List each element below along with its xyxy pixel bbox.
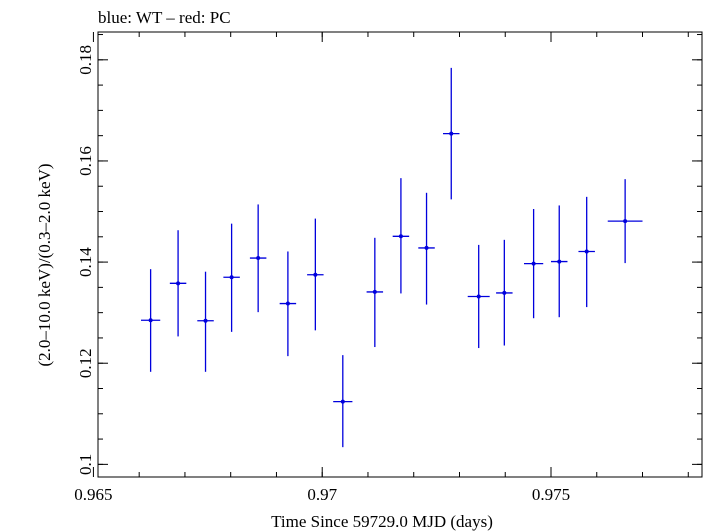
point-marker <box>285 301 290 306</box>
point-marker <box>256 256 261 261</box>
data-point <box>551 205 568 318</box>
data-point <box>496 239 513 346</box>
x-tick-label: 0.97 <box>307 485 337 504</box>
point-marker <box>424 245 429 250</box>
y-tick-label: 0.18 <box>76 45 95 75</box>
data-point <box>392 178 410 294</box>
point-marker <box>476 294 481 299</box>
data-point <box>333 355 353 448</box>
y-axis-label: (2.0–10.0 keV)/(0.3–2.0 keV) <box>35 163 54 366</box>
x-axis: 0.965 0.97 0.975 <box>74 32 689 504</box>
plot-frame <box>97 31 703 478</box>
point-marker <box>340 399 345 404</box>
y-axis: 0.1 0.12 0.14 0.16 0.18 <box>76 34 702 475</box>
data-point <box>279 251 297 357</box>
data-point <box>524 208 544 319</box>
point-marker <box>557 259 562 264</box>
y-tick-label: 0.16 <box>76 146 95 176</box>
point-marker <box>623 219 628 224</box>
data-point <box>223 223 240 332</box>
point-marker <box>176 281 181 286</box>
point-marker <box>313 272 318 277</box>
y-tick-label: 0.1 <box>76 454 95 475</box>
point-marker <box>502 290 507 295</box>
data-point <box>443 67 460 200</box>
x-axis-label: Time Since 59729.0 MJD (days) <box>271 512 493 531</box>
point-marker <box>531 261 536 266</box>
y-tick-label: 0.14 <box>76 247 95 277</box>
x-tick-label: 0.975 <box>532 485 570 504</box>
point-marker <box>229 275 234 280</box>
point-marker <box>372 289 377 294</box>
point-marker <box>398 234 403 239</box>
data-point <box>366 237 384 348</box>
point-marker <box>584 249 589 254</box>
data-point <box>607 179 643 264</box>
data-series <box>141 67 643 448</box>
data-point <box>467 244 490 349</box>
data-point <box>197 271 214 372</box>
point-marker <box>203 318 208 323</box>
data-point <box>141 269 161 372</box>
point-marker <box>148 318 153 323</box>
data-point <box>169 230 187 337</box>
chart-title: blue: WT – red: PC <box>98 8 231 27</box>
y-tick-label: 0.12 <box>76 348 95 378</box>
point-marker <box>449 131 454 136</box>
x-tick-label: 0.965 <box>74 485 112 504</box>
data-point <box>249 204 267 313</box>
data-point <box>578 196 595 308</box>
data-point <box>418 192 435 305</box>
data-point <box>307 218 324 331</box>
